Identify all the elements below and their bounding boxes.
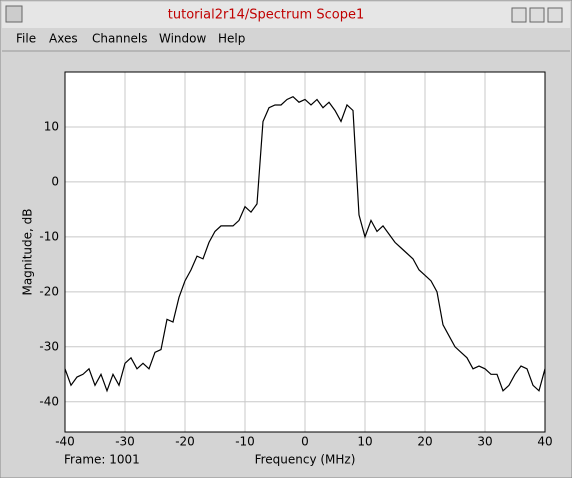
x-tick-label: -10 <box>235 435 255 449</box>
menu-item[interactable]: Channels <box>92 32 148 46</box>
y-tick-label: -20 <box>39 284 59 298</box>
y-tick-label: -30 <box>39 339 59 353</box>
x-tick-label: -40 <box>55 435 75 449</box>
status-text: Frame: 1001 <box>64 453 140 467</box>
menu-item[interactable]: File <box>16 32 36 46</box>
window-title: tutorial2r14/Spectrum Scope1 <box>168 8 364 23</box>
maximize-button[interactable] <box>529 7 545 23</box>
menu-item[interactable]: Window <box>159 32 207 46</box>
x-tick-label: -20 <box>175 435 195 449</box>
x-axis-label: Frequency (MHz) <box>255 453 356 467</box>
y-tick-label: 10 <box>44 119 59 133</box>
x-tick-label: 30 <box>477 435 492 449</box>
window-menu-button[interactable] <box>5 5 23 23</box>
x-tick-label: 0 <box>301 435 309 449</box>
close-button[interactable] <box>547 7 563 23</box>
axes-box <box>64 71 546 433</box>
menu-item[interactable]: Axes <box>49 32 78 46</box>
x-tick-label: 40 <box>537 435 552 449</box>
minimize-button[interactable] <box>511 7 527 23</box>
spectrum-line <box>64 96 546 393</box>
x-tick-label: -30 <box>115 435 135 449</box>
x-tick-label: 10 <box>357 435 372 449</box>
x-tick-label: 20 <box>417 435 432 449</box>
y-tick-label: -10 <box>39 229 59 243</box>
y-tick-label: 0 <box>51 174 59 188</box>
menu-item[interactable]: Help <box>218 32 245 46</box>
title-bar <box>2 2 570 28</box>
y-tick-label: -40 <box>39 394 59 408</box>
y-axis-label: Magnitude, dB <box>21 208 35 295</box>
